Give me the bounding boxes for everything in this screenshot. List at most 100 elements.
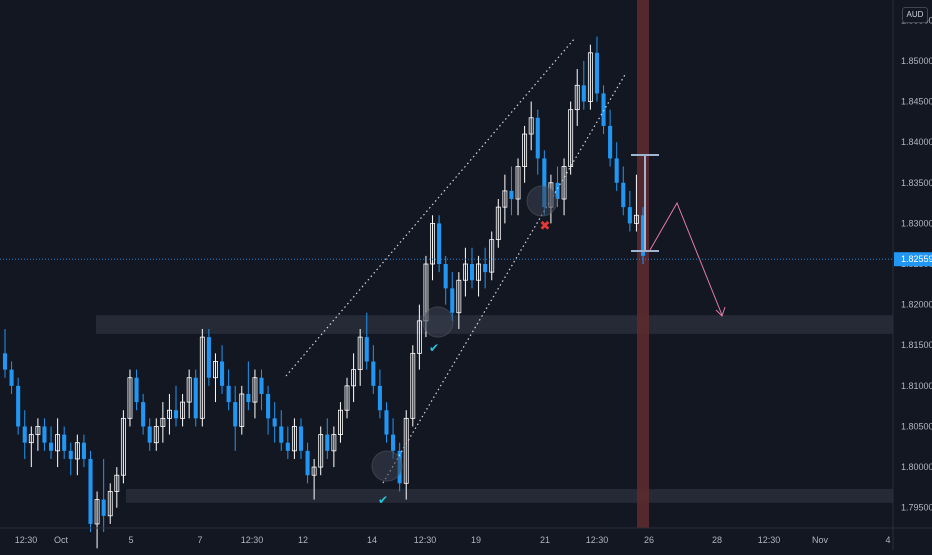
candle-body[interactable] (594, 52, 599, 94)
candle-body[interactable] (522, 133, 528, 167)
candle-body[interactable] (180, 401, 186, 419)
candle-body[interactable] (226, 385, 231, 403)
candle-body[interactable] (305, 450, 310, 476)
candle-body[interactable] (107, 491, 113, 517)
candle-body[interactable] (42, 426, 47, 443)
candle-body[interactable] (127, 377, 133, 419)
candle-body[interactable] (587, 52, 593, 102)
candle-body[interactable] (318, 434, 324, 468)
candle-body[interactable] (483, 264, 488, 273)
candle-body[interactable] (555, 182, 560, 200)
candle-body[interactable] (574, 84, 580, 111)
candle-body[interactable] (186, 377, 192, 403)
candle-body[interactable] (266, 393, 271, 419)
candle-body[interactable] (49, 442, 54, 451)
candle-body[interactable] (134, 377, 139, 403)
candle-body[interactable] (16, 385, 21, 427)
candle-body[interactable] (351, 369, 357, 387)
candle-body[interactable] (416, 320, 422, 354)
candle-body[interactable] (88, 458, 93, 524)
candle-body[interactable] (9, 369, 14, 386)
candle-body[interactable] (325, 434, 330, 451)
candle-body[interactable] (120, 417, 126, 476)
candle-body[interactable] (437, 223, 442, 264)
candle-body[interactable] (68, 450, 73, 459)
candle-body[interactable] (141, 402, 146, 427)
candle-body[interactable] (357, 336, 363, 371)
candle-body[interactable] (608, 125, 613, 159)
candle-body[interactable] (344, 385, 350, 411)
candle-body[interactable] (285, 442, 290, 451)
candle-body[interactable] (272, 418, 277, 427)
candle-body[interactable] (173, 410, 179, 419)
candle-body[interactable] (621, 182, 626, 208)
candle-body[interactable] (233, 402, 238, 427)
currency-badge[interactable]: AUD (902, 7, 928, 23)
candle-body[interactable] (28, 434, 34, 444)
candle-body[interactable] (542, 158, 547, 208)
candle-body[interactable] (298, 426, 304, 451)
candle-body[interactable] (489, 239, 495, 273)
candle-body[interactable] (55, 434, 61, 452)
candle-body[interactable] (384, 410, 389, 435)
candle-body[interactable] (515, 166, 521, 200)
candle-body[interactable] (252, 377, 258, 403)
candle-body[interactable] (94, 499, 100, 525)
candle-body[interactable] (364, 337, 369, 362)
y-tick-label: 1.85000 (901, 56, 932, 66)
candle-body[interactable] (403, 417, 409, 484)
candle-body[interactable] (377, 385, 382, 411)
candle-body[interactable] (35, 426, 41, 435)
candle-body[interactable] (81, 442, 86, 459)
candle-body[interactable] (62, 434, 67, 451)
candle-body[interactable] (338, 409, 343, 435)
candle-body[interactable] (206, 337, 211, 378)
candle-body[interactable] (74, 442, 80, 460)
candle-body[interactable] (147, 426, 152, 443)
candle-body[interactable] (640, 215, 646, 256)
candle-body[interactable] (371, 361, 376, 386)
candle-body[interactable] (535, 117, 540, 159)
candle-body[interactable] (101, 499, 106, 516)
candle-body[interactable] (509, 190, 514, 200)
candle-body[interactable] (502, 190, 508, 208)
candle-body[interactable] (443, 264, 448, 289)
candle-body[interactable] (581, 85, 586, 102)
candle-body[interactable] (311, 466, 317, 476)
candle-body[interactable] (410, 352, 416, 419)
candle-body[interactable] (601, 93, 606, 126)
candle-body[interactable] (291, 426, 297, 452)
candle-body[interactable] (450, 288, 455, 313)
candle-body[interactable] (462, 263, 468, 281)
candle-body[interactable] (331, 434, 337, 452)
candle-body[interactable] (220, 361, 225, 386)
candle-body[interactable] (239, 393, 245, 427)
candle-body[interactable] (22, 426, 27, 443)
candle-body[interactable] (279, 426, 284, 443)
candle-body[interactable] (614, 158, 619, 183)
candle-body[interactable] (495, 206, 501, 241)
candle-body[interactable] (213, 361, 218, 379)
candle-body[interactable] (528, 117, 534, 135)
candle-body[interactable] (561, 166, 567, 200)
candle-body[interactable] (469, 264, 475, 281)
candle-body[interactable] (114, 474, 120, 492)
candle-body[interactable] (246, 393, 251, 403)
candle-body[interactable] (568, 109, 574, 167)
candle-body[interactable] (153, 426, 159, 444)
candle-body[interactable] (193, 377, 198, 419)
candle-body[interactable] (627, 207, 632, 224)
candle-body[interactable] (633, 214, 639, 224)
candle-body[interactable] (259, 377, 264, 394)
candle-body[interactable] (160, 417, 166, 427)
candle-body[interactable] (430, 222, 435, 265)
candle-body[interactable] (456, 279, 462, 314)
candle-body[interactable] (391, 434, 396, 451)
candle-body[interactable] (476, 263, 482, 281)
candle-body[interactable] (2, 353, 8, 370)
candle-body[interactable] (166, 409, 172, 419)
y-tick-label: 1.83000 (901, 218, 932, 228)
candle-body[interactable] (199, 336, 205, 419)
